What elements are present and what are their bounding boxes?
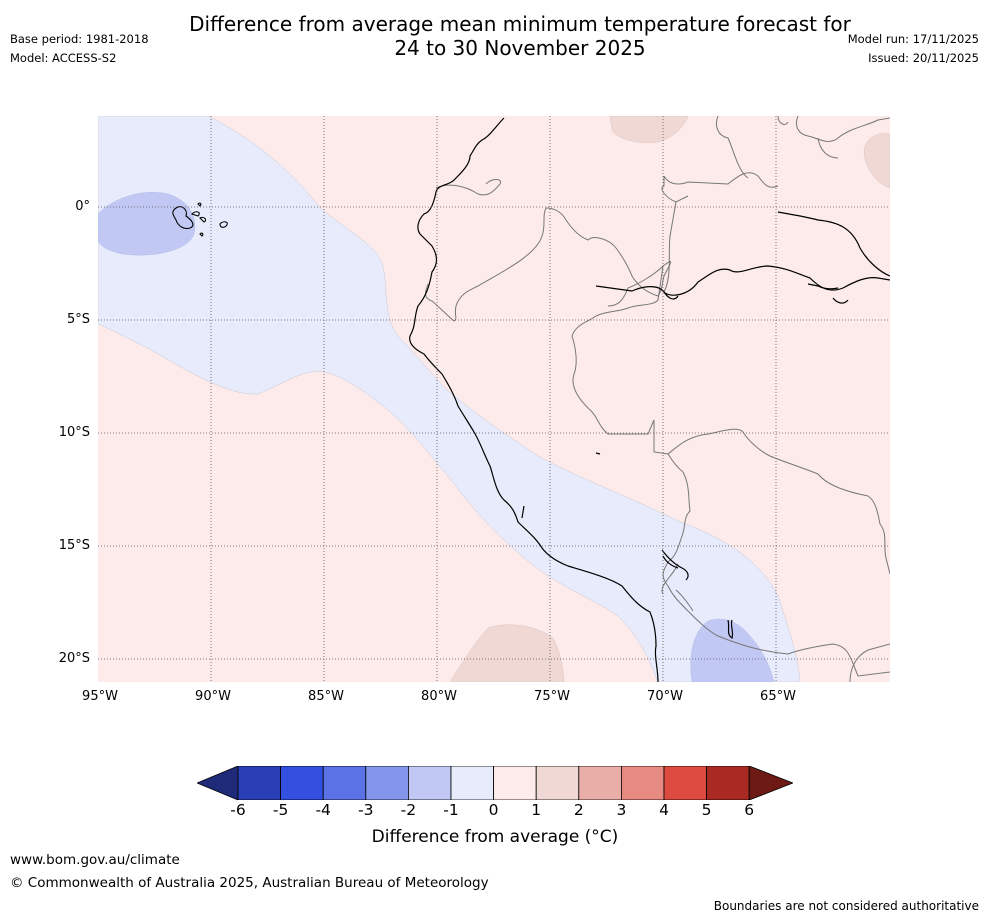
title-line-1: Difference from average mean minimum tem… — [189, 12, 851, 36]
lon-label-65w: 65°W — [760, 689, 796, 704]
meta-left: Base period: 1981-2018 Model: ACCESS-S2 — [10, 32, 149, 66]
colorbar-swatch — [365, 766, 409, 800]
colorbar-tick-label: 3 — [616, 801, 627, 819]
anomaly-map — [98, 116, 890, 682]
footer-disclaimer: Boundaries are not considered authoritat… — [713, 899, 979, 913]
colorbar-swatch — [407, 766, 452, 800]
colorbar-arrow-low — [197, 766, 239, 800]
colorbar-tick-label: 5 — [701, 801, 712, 819]
fill-neg2-to-neg1-galapagos — [98, 192, 196, 256]
colorbar-swatch — [535, 766, 580, 800]
coastline — [409, 117, 890, 682]
colorbar-swatch — [280, 766, 324, 800]
lon-label-90w: 90°W — [195, 689, 231, 704]
country-boundaries — [425, 116, 890, 682]
lat-label-0: 0° — [75, 199, 90, 214]
galapagos-islands — [172, 202, 228, 237]
title-line-2: 24 to 30 November 2025 — [394, 36, 646, 60]
colorbar — [197, 766, 793, 800]
meta-right: Model run: 17/11/2025 Issued: 20/11/2025 — [848, 32, 979, 66]
footer-copyright: © Commonwealth of Australia 2025, Austra… — [10, 875, 489, 891]
colorbar-tick-label: 0 — [488, 801, 499, 819]
lon-label-85w: 85°W — [308, 689, 344, 704]
base-period: Base period: 1981-2018 — [10, 32, 149, 46]
footer-url: www.bom.gov.au/climate — [10, 852, 180, 868]
lon-label-70w: 70°W — [647, 689, 683, 704]
colorbar-swatch — [493, 766, 537, 800]
colorbar-swatch — [450, 766, 494, 800]
colorbar-swatch — [578, 766, 622, 800]
fill-one-to-two-east — [863, 133, 890, 189]
lon-label-75w: 75°W — [534, 689, 570, 704]
colorbar-tick-label: -6 — [230, 801, 246, 819]
colorbar-label: Difference from average (°C) — [371, 827, 619, 847]
colorbar-swatch — [322, 766, 367, 800]
lon-label-95w: 95°W — [82, 689, 118, 704]
colorbar-tick-label: -4 — [315, 801, 331, 819]
lat-label-10s: 10°S — [58, 425, 90, 440]
colorbar-swatch — [620, 766, 665, 800]
colorbar-swatch — [663, 766, 707, 800]
colorbar-tick-label: 1 — [531, 801, 542, 819]
fill-neg1-to-zero — [98, 116, 801, 682]
colorbar-swatch — [237, 766, 281, 800]
fill-one-to-two-north — [609, 116, 689, 143]
model-name: Model: ACCESS-S2 — [10, 51, 117, 65]
chart-title: Difference from average mean minimum tem… — [0, 12, 988, 60]
colorbar-tick-label: 2 — [573, 801, 584, 819]
colorbar-swatch — [706, 766, 750, 800]
fill-neg2-to-neg1-south — [690, 618, 775, 682]
colorbar-arrow-high — [748, 766, 793, 800]
colorbar-tick-label: 6 — [744, 801, 755, 819]
lat-label-5s: 5°S — [66, 312, 90, 327]
colorbar-tick-label: -2 — [400, 801, 417, 819]
model-run: Model run: 17/11/2025 — [847, 32, 979, 46]
colorbar-tick-label: -1 — [443, 801, 459, 819]
colorbar-tick-label: 4 — [659, 801, 669, 819]
lon-label-80w: 80°W — [421, 689, 457, 704]
lat-label-20s: 20°S — [58, 651, 90, 666]
issued-date: Issued: 20/11/2025 — [868, 51, 979, 65]
colorbar-tick-label: -3 — [358, 801, 374, 819]
graticule — [98, 116, 890, 682]
fill-one-to-two-south — [449, 624, 565, 682]
colorbar-tick-label: -5 — [272, 801, 289, 819]
lat-label-15s: 15°S — [58, 538, 90, 553]
